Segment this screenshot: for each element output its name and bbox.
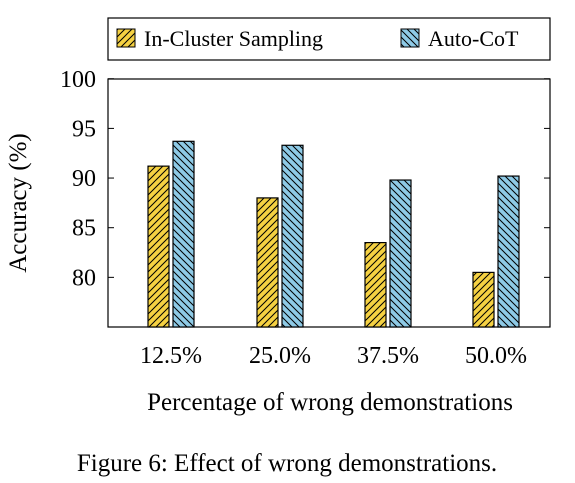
y-tick-label: 80	[72, 265, 96, 291]
y-tick-label: 90	[72, 166, 96, 192]
bar-auto-cot-1	[172, 140, 195, 328]
figure-caption: Figure 6: Effect of wrong demonstrations…	[77, 450, 497, 477]
x-tick-label: 12.5%	[140, 343, 202, 369]
legend-label-in-cluster-sampling: In-Cluster Sampling	[144, 26, 323, 51]
bar-auto-cot-4	[497, 175, 520, 328]
bar-in-cluster-sampling-1	[147, 165, 170, 328]
x-tick-label: 37.5%	[357, 343, 419, 369]
bar-auto-cot-3	[389, 179, 412, 328]
x-tick-label: 50.0%	[465, 343, 527, 369]
bar-in-cluster-sampling-3	[364, 241, 387, 328]
legend-swatch-auto-cot	[400, 28, 420, 48]
bars	[147, 140, 520, 328]
x-axis: 12.5% 25.0% 37.5% 50.0%	[140, 343, 527, 369]
bar-auto-cot-2	[281, 144, 304, 328]
legend-label-auto-cot: Auto-CoT	[428, 26, 519, 51]
bar-in-cluster-sampling-2	[256, 197, 279, 328]
y-tick-label: 95	[72, 116, 96, 142]
x-tick-label: 25.0%	[249, 343, 311, 369]
plot-frame	[107, 78, 551, 328]
y-axis: 80 85 90 95 100	[60, 67, 550, 291]
x-axis-title: Percentage of wrong demonstrations	[147, 389, 513, 416]
legend-swatch-in-cluster-sampling	[116, 28, 136, 48]
legend-box	[107, 17, 551, 61]
y-tick-label: 100	[60, 67, 96, 93]
y-tick-label: 85	[72, 216, 96, 242]
bar-in-cluster-sampling-4	[472, 271, 495, 328]
y-axis-title: Accuracy (%)	[5, 133, 32, 273]
legend: In-Cluster Sampling Auto-CoT	[107, 17, 551, 61]
